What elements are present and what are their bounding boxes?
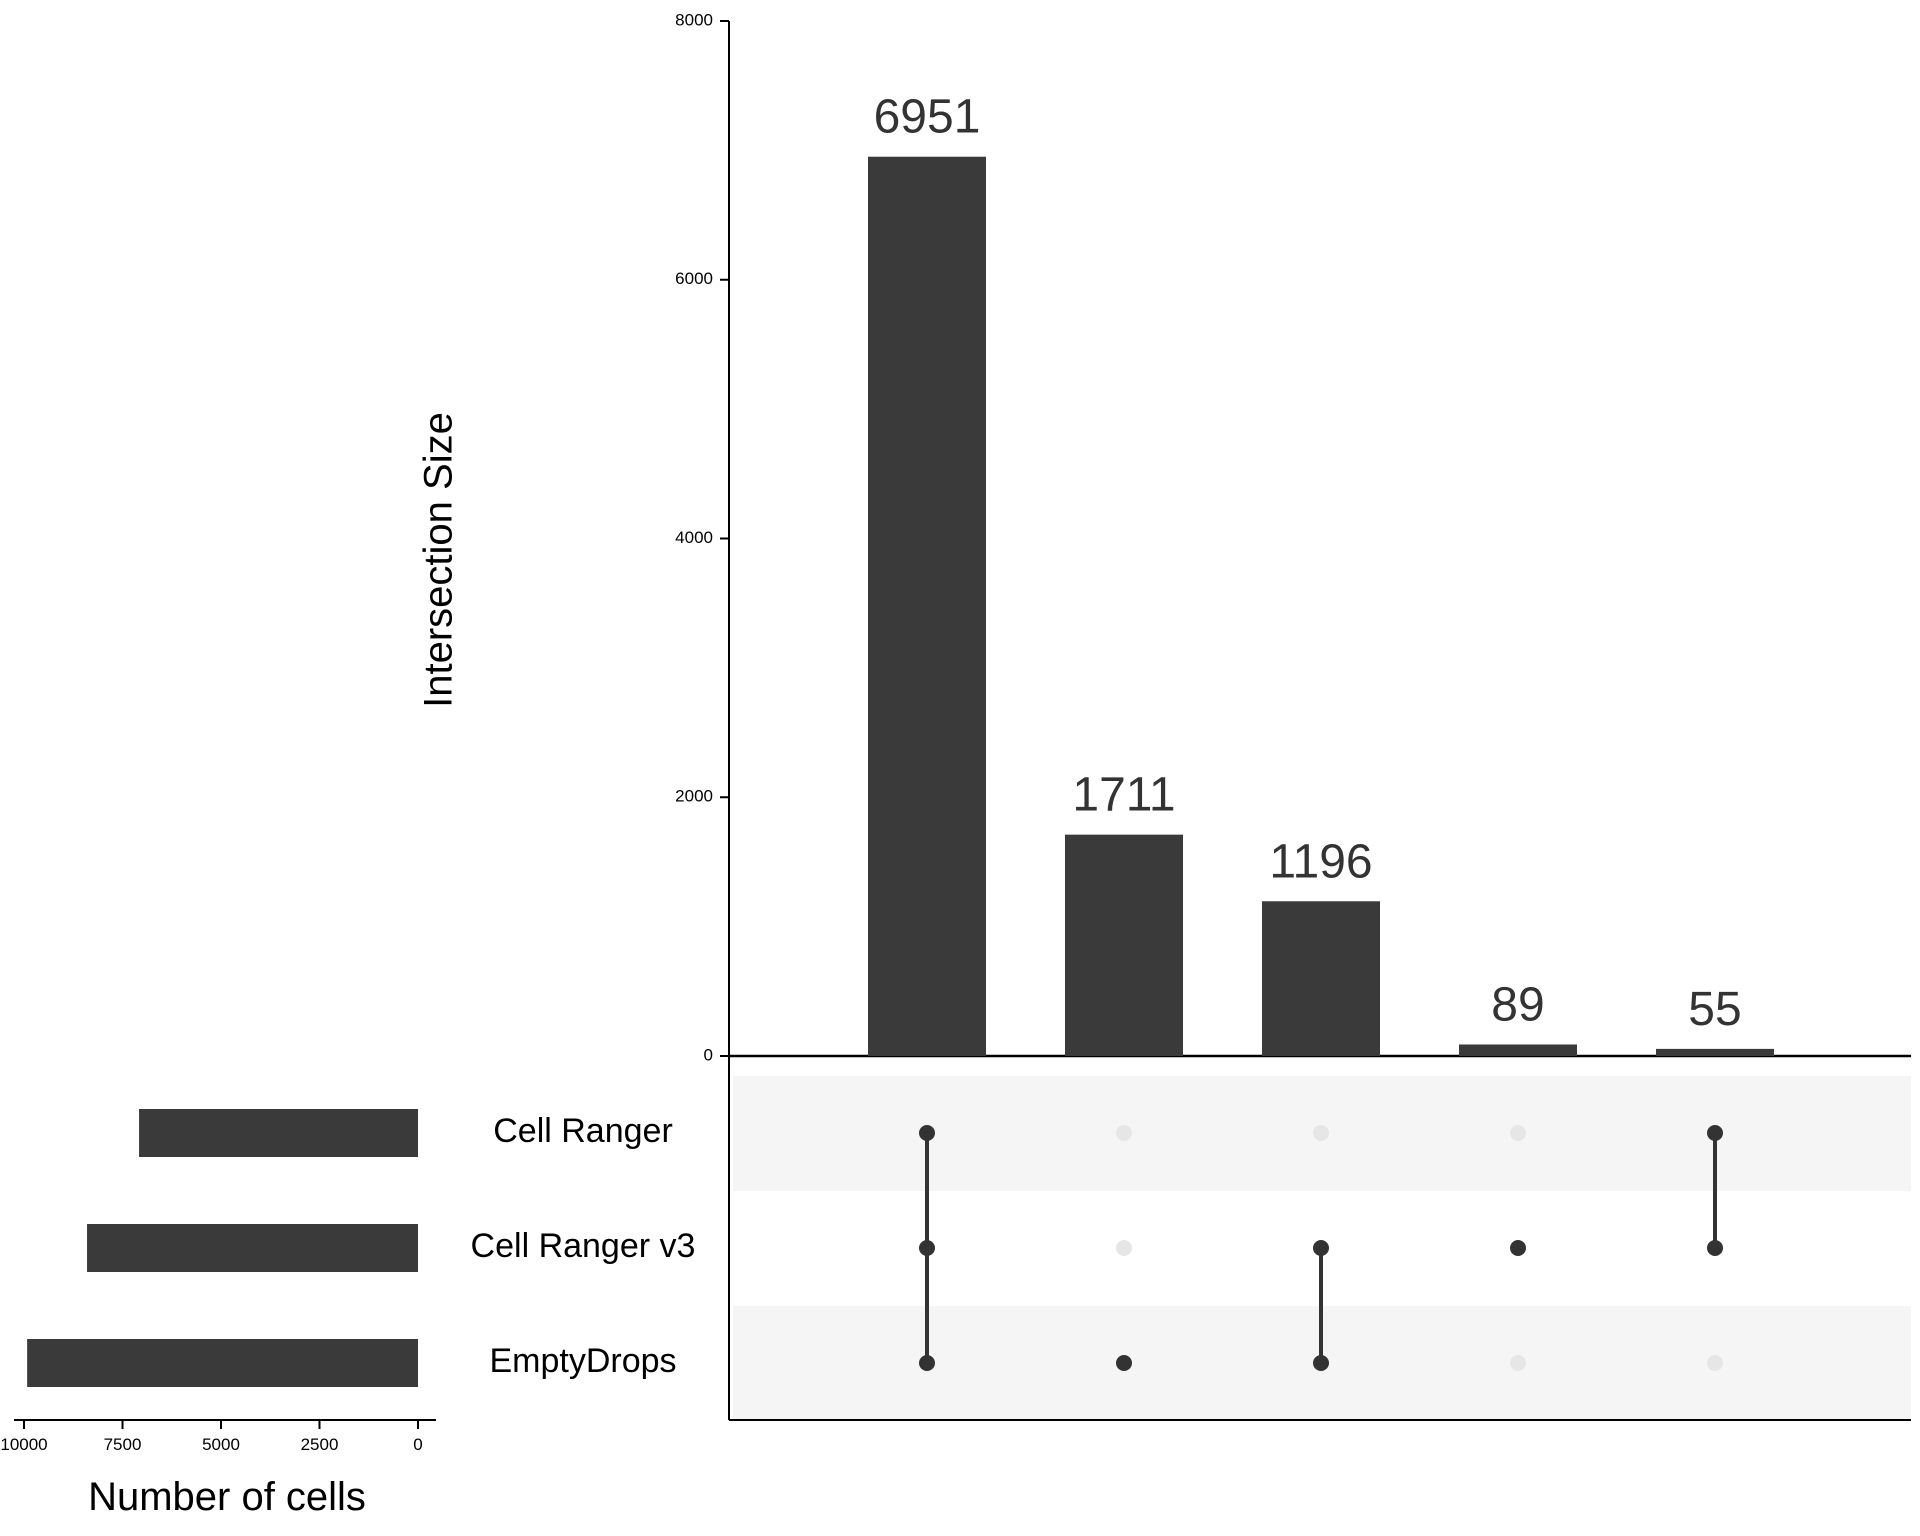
membership-dot-active <box>1116 1355 1132 1371</box>
membership-dot-active <box>1313 1240 1329 1256</box>
intersection-value-label: 1196 <box>1269 835 1372 888</box>
membership-dot-inactive <box>1313 1125 1329 1141</box>
x-tick-label: 0 <box>413 1435 422 1454</box>
x-tick-label: 7500 <box>104 1435 142 1454</box>
set-name-labels: Cell Ranger Cell Ranger v3 EmptyDrops <box>471 1112 696 1380</box>
x-tick-label: 10000 <box>0 1435 47 1454</box>
membership-dot-active <box>1510 1240 1526 1256</box>
intersection-bar <box>1459 1044 1577 1056</box>
membership-dot-inactive <box>1116 1125 1132 1141</box>
set-size-bars <box>27 1109 418 1387</box>
membership-dot-active <box>1313 1355 1329 1371</box>
y-tick-label: 4000 <box>675 528 713 547</box>
y-tick-label: 0 <box>704 1045 713 1064</box>
set-size-x-axis: 10000 7500 5000 2500 0 Number of cells <box>0 1419 436 1519</box>
membership-dot-inactive <box>1510 1355 1526 1371</box>
intersection-value-label: 6951 <box>874 91 981 144</box>
set-name-label: EmptyDrops <box>489 1342 676 1380</box>
intersection-bar <box>1262 901 1380 1056</box>
set-name-label: Cell Ranger v3 <box>471 1227 696 1265</box>
membership-dot-active <box>919 1125 935 1141</box>
intersection-bar <box>1656 1048 1774 1056</box>
y-tick-label: 6000 <box>675 269 713 288</box>
set-size-bar <box>87 1224 418 1272</box>
y-tick-label: 8000 <box>675 10 713 29</box>
membership-dot-active <box>919 1355 935 1371</box>
intersection-bars: 6951 1711 1196 89 55 <box>868 91 1774 1057</box>
set-name-label: Cell Ranger <box>493 1112 673 1150</box>
membership-dot-active <box>1707 1125 1723 1141</box>
intersection-bar <box>1065 834 1183 1056</box>
intersection-bar <box>868 156 986 1057</box>
intersection-value-label: 55 <box>1688 983 1741 1036</box>
x-tick-label: 2500 <box>301 1435 339 1454</box>
set-size-bar <box>27 1339 418 1387</box>
set-size-bar <box>139 1109 418 1157</box>
intersection-value-label: 89 <box>1491 978 1544 1031</box>
membership-dot-active <box>1707 1240 1723 1256</box>
intersection-y-axis-label: Intersection Size <box>417 412 461 708</box>
membership-dot-inactive <box>1510 1125 1526 1141</box>
membership-dot-inactive <box>1116 1240 1132 1256</box>
membership-dot-inactive <box>1707 1355 1723 1371</box>
membership-dot-active <box>919 1240 935 1256</box>
x-tick-label: 5000 <box>202 1435 240 1454</box>
membership-matrix <box>728 1056 1911 1421</box>
set-size-x-axis-label: Number of cells <box>88 1475 366 1519</box>
intersection-value-label: 1711 <box>1072 769 1175 822</box>
intersection-y-axis: 0 2000 4000 6000 8000 Intersection Size <box>417 10 1911 1064</box>
y-tick-label: 2000 <box>675 787 713 806</box>
